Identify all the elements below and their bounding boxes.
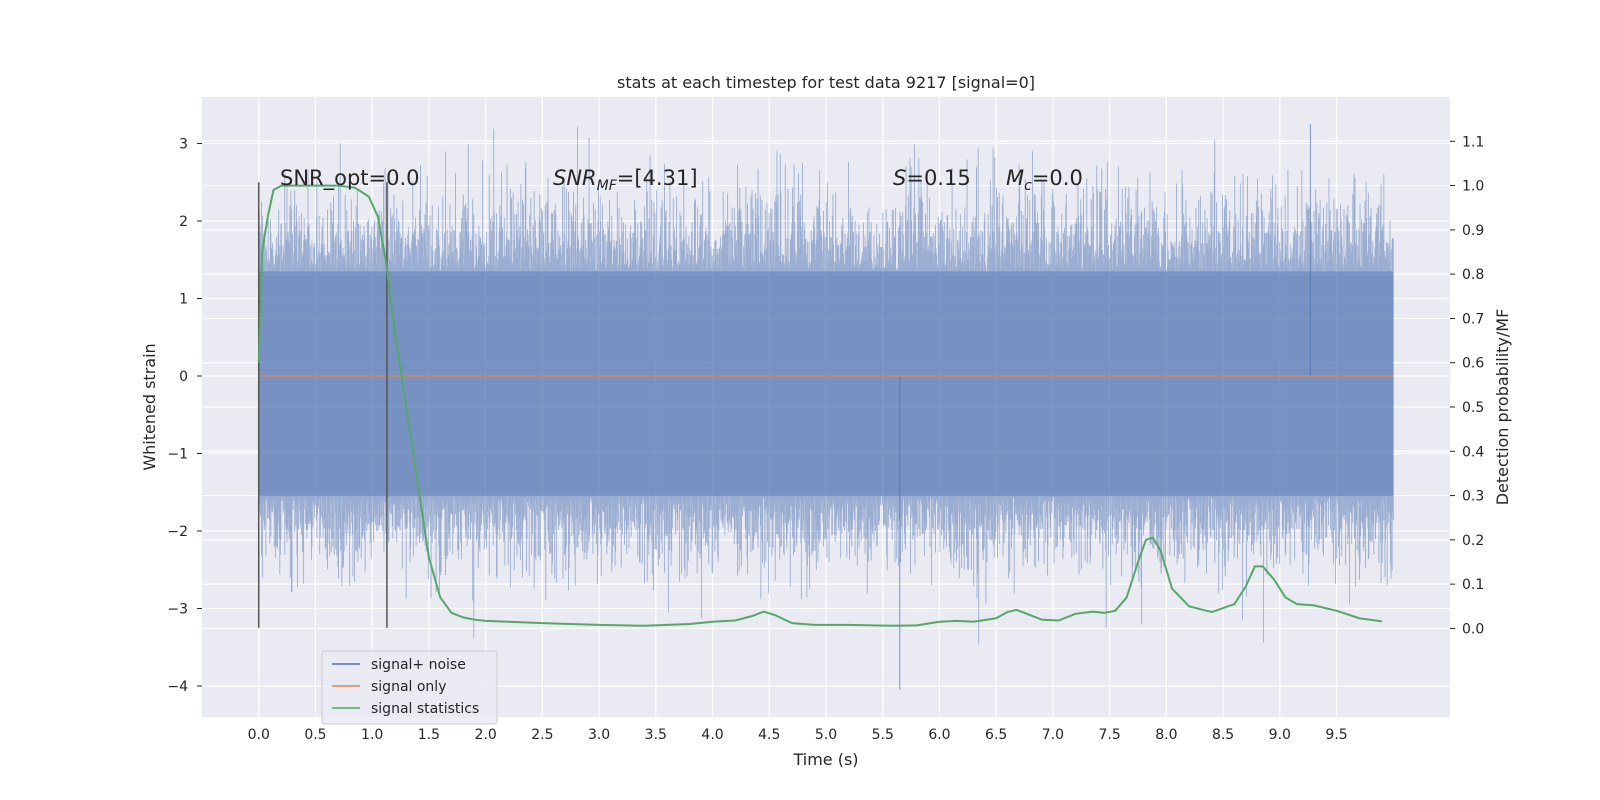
y2-tick-label: 0.5 (1462, 400, 1484, 416)
x-tick-label: 7.5 (1099, 727, 1121, 743)
x-tick-label: 2.5 (531, 727, 553, 743)
legend: signal+ noise signal only signal statist… (321, 650, 498, 725)
annotation-mc-symbol: M (1006, 166, 1024, 190)
annotation-snr-mf: SNRMF=[4.31] (553, 166, 698, 194)
x-tick-label: 5.5 (872, 727, 894, 743)
y2-tick-label: 0.3 (1462, 489, 1484, 505)
y2-tick-label: 0.4 (1462, 444, 1484, 460)
x-tick-label: 9.5 (1325, 727, 1347, 743)
series-signal-noise (258, 124, 1394, 690)
legend-box (321, 650, 498, 725)
y2-tick-label: 0.1 (1462, 577, 1484, 593)
signal-statistics-line (257, 184, 1383, 627)
y2-tick-label: 0.6 (1462, 356, 1484, 372)
y2-tick-label: 0.2 (1462, 533, 1484, 549)
y2-tick-label: 1.1 (1462, 134, 1484, 150)
tick-labels: 0.0 0.5 1.0 1.5 2.0 2.5 3.0 3.5 4.0 4.5 5.0 5.5 6.0 6… (167, 134, 1484, 743)
x-tick-label: 1.0 (361, 727, 383, 743)
x-axis-label: Time (s) (792, 750, 858, 769)
y-tick-label: −3 (167, 602, 188, 618)
annotation-mc: Mc=0.0 (1006, 166, 1083, 194)
x-tick-label: 0.0 (248, 727, 270, 743)
x-tick-label: 1.5 (418, 727, 440, 743)
legend-label-signal-noise: signal+ noise (371, 657, 466, 673)
y-tick-label: −1 (167, 447, 188, 463)
y2-tick-label: 0.8 (1462, 267, 1484, 283)
legend-label-signal-only: signal only (371, 679, 446, 695)
y2-tick-label: 1.0 (1462, 179, 1484, 195)
y-tick-label: 1 (179, 292, 188, 308)
x-tick-label: 6.5 (985, 727, 1007, 743)
annotation-mc-subscript: c (1024, 178, 1032, 194)
x-tick-label: 5.0 (815, 727, 837, 743)
signal-noise-core (258, 271, 1394, 497)
annotation-snr-mf-symbol: SNR (553, 166, 597, 190)
annotation-snr-opt: SNR_opt=0.0 (280, 166, 420, 191)
annotation-mc-value: =0.0 (1032, 166, 1083, 190)
annotation-s-symbol: S (893, 166, 906, 190)
annotation-snr-mf-subscript: MF (597, 178, 618, 194)
y2-tick-label: 0.0 (1462, 621, 1484, 637)
legend-label-signal-statistics: signal statistics (371, 701, 479, 717)
y-tick-label: −4 (167, 679, 188, 695)
x-tick-label: 0.5 (304, 727, 326, 743)
y-tick-label: 0 (179, 369, 188, 385)
x-tick-label: 9.0 (1269, 727, 1291, 743)
y-tick-label: 3 (179, 137, 188, 153)
x-tick-label: 3.5 (645, 727, 667, 743)
x-tick-label: 2.0 (475, 727, 497, 743)
marker-lines (257, 182, 388, 628)
x-tick-label: 8.5 (1212, 727, 1234, 743)
x-tick-label: 8.0 (1155, 727, 1177, 743)
annotation-s-value: =0.15 (906, 166, 970, 190)
x-tick-label: 6.0 (928, 727, 950, 743)
y-tick-label: 2 (179, 214, 188, 230)
y-tick-label: −2 (167, 524, 188, 540)
x-tick-label: 4.0 (701, 727, 723, 743)
x-tick-label: 7.0 (1042, 727, 1064, 743)
y2-tick-label: 0.9 (1462, 223, 1484, 239)
x-tick-label: 4.5 (758, 727, 780, 743)
annotation-s: S=0.15 (893, 166, 971, 190)
y2-axis-label: Detection probability/MF (1493, 309, 1512, 506)
chart-title: stats at each timestep for test data 921… (617, 73, 1035, 92)
y-axis-label: Whitened strain (140, 343, 159, 470)
series-signal-statistics (257, 184, 1383, 627)
x-tick-label: 3.0 (588, 727, 610, 743)
annotation-snr-mf-value: =[4.31] (617, 166, 698, 190)
y2-tick-label: 0.7 (1462, 311, 1484, 327)
